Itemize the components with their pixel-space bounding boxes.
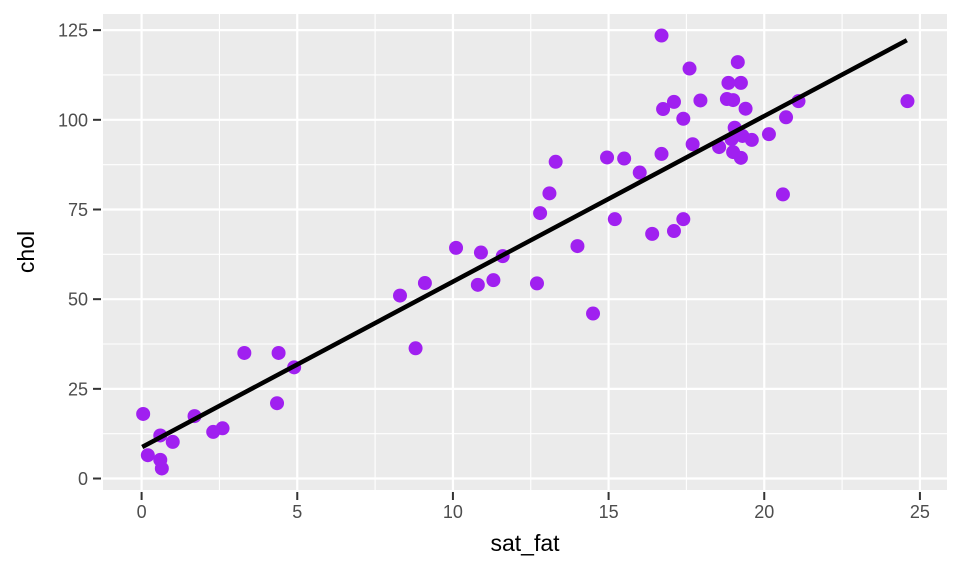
data-point (617, 151, 632, 166)
data-point (586, 306, 601, 321)
y-tick-label: 0 (78, 469, 88, 489)
x-tick-label: 0 (137, 502, 147, 522)
data-point (215, 421, 230, 436)
data-point (654, 28, 669, 43)
data-point (900, 94, 915, 109)
data-point (730, 55, 745, 70)
y-tick-label: 100 (58, 110, 88, 130)
trend-line (141, 38, 908, 449)
data-point (529, 276, 544, 291)
data-point (726, 93, 741, 108)
data-point (542, 186, 557, 201)
data-point (733, 75, 748, 90)
data-point (693, 93, 708, 108)
data-point (271, 345, 286, 360)
data-point (775, 187, 790, 202)
x-tick-label: 25 (910, 502, 930, 522)
x-axis-title: sat_fat (490, 530, 560, 556)
scatter-points (136, 28, 915, 476)
data-point (676, 111, 691, 126)
data-point (761, 127, 776, 142)
x-tick-label: 20 (754, 502, 774, 522)
data-point (408, 341, 423, 356)
y-tick-label: 25 (68, 379, 88, 399)
data-point (779, 110, 794, 125)
data-point (237, 345, 252, 360)
data-point (607, 212, 622, 227)
x-tick-label: 15 (599, 502, 619, 522)
data-point (721, 75, 736, 90)
axes: 0 5 10 15 20 25 0 25 50 75 100 125 (58, 21, 930, 522)
data-point (738, 101, 753, 116)
data-point (417, 276, 432, 291)
data-point (632, 165, 647, 180)
data-point (645, 226, 660, 241)
y-tick-label: 50 (68, 290, 88, 310)
data-point (136, 406, 151, 421)
data-point (140, 448, 155, 463)
data-point (270, 396, 285, 411)
y-axis-title: chol (13, 231, 39, 273)
data-point (744, 132, 759, 147)
data-point (393, 288, 408, 303)
data-point (449, 240, 464, 255)
data-point (733, 150, 748, 165)
data-point (666, 224, 681, 239)
data-point (533, 206, 548, 221)
data-point (666, 94, 681, 109)
data-point (486, 273, 501, 288)
x-tick-label: 10 (443, 502, 463, 522)
data-point (570, 239, 585, 254)
y-tick-label: 125 (58, 21, 88, 41)
data-point (165, 434, 180, 449)
trend-line-layer (141, 38, 908, 449)
data-point (654, 146, 669, 161)
y-tick-label: 75 (68, 200, 88, 220)
data-point (682, 61, 697, 76)
data-point (685, 137, 700, 152)
data-point (676, 212, 691, 227)
data-point (473, 245, 488, 260)
data-point (656, 102, 671, 117)
data-point (154, 461, 169, 476)
data-point (548, 154, 563, 169)
data-point (470, 277, 485, 292)
x-tick-label: 5 (292, 502, 302, 522)
data-point (600, 150, 615, 165)
